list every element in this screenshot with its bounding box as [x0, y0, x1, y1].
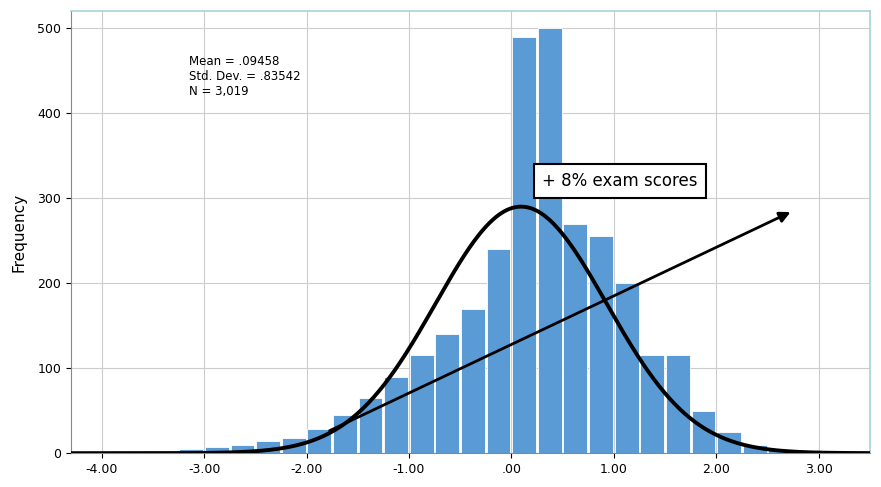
Text: Mean = .09458
Std. Dev. = .83542
N = 3,019: Mean = .09458 Std. Dev. = .83542 N = 3,0… — [189, 56, 300, 98]
Bar — [333, 415, 357, 453]
Bar — [768, 449, 792, 453]
Bar — [102, 452, 126, 453]
Bar — [512, 37, 537, 453]
Bar — [615, 283, 639, 453]
Bar — [692, 411, 715, 453]
Bar — [307, 430, 331, 453]
Bar — [128, 451, 152, 453]
Bar — [743, 445, 766, 453]
Bar — [231, 445, 255, 453]
Bar — [461, 309, 485, 453]
Bar — [666, 356, 690, 453]
Bar — [154, 450, 178, 453]
Bar — [640, 356, 664, 453]
Bar — [564, 224, 588, 453]
Y-axis label: Frequency: Frequency — [11, 192, 26, 272]
Bar — [538, 28, 562, 453]
Bar — [282, 438, 306, 453]
Text: + 8% exam scores: + 8% exam scores — [542, 172, 698, 190]
Bar — [205, 447, 229, 453]
Bar — [384, 376, 408, 453]
Bar — [180, 449, 204, 453]
Bar — [359, 398, 382, 453]
Bar — [256, 441, 280, 453]
Bar — [589, 236, 613, 453]
Bar — [435, 334, 459, 453]
Bar — [717, 432, 741, 453]
Bar — [794, 451, 818, 453]
Bar — [410, 356, 433, 453]
Bar — [486, 249, 510, 453]
